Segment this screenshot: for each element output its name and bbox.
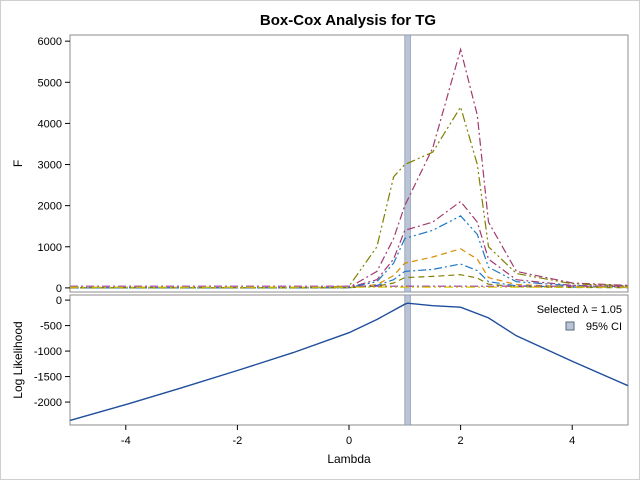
- f-statistic-panel: 0 1000 2000 3000 4000 5000 6000: [38, 34, 629, 295]
- f-series-line-5: [70, 248, 629, 289]
- x-tick-label: 2: [458, 435, 464, 447]
- top-y-tick-label: 6000: [38, 36, 62, 48]
- bottom-y-tick-label: -2000: [34, 397, 62, 409]
- f-series-line-1: [70, 47, 629, 289]
- chart-title: Box-Cox Analysis for TG: [260, 12, 436, 29]
- x-tick-label: 0: [346, 435, 352, 447]
- f-series-line-6: [70, 263, 629, 289]
- bottom-y-tick-label: 0: [56, 295, 62, 307]
- top-panel-frame: [69, 34, 629, 293]
- log-likelihood-line: [69, 302, 629, 422]
- log-likelihood-panel: 0 -500 -1000 -1500 -2000 -4 -2 0 2 4: [34, 294, 629, 447]
- bottom-y-tick-label: -1000: [34, 346, 62, 358]
- ci-swatch-icon: [565, 321, 575, 331]
- legend-ci-label: 95% CI: [586, 321, 622, 333]
- top-y-tick-label: 1000: [38, 242, 62, 254]
- bottom-y-tick-label: -500: [40, 321, 62, 333]
- legend: Selected λ = 1.05 95% CI: [537, 304, 622, 333]
- x-tick-label: 4: [569, 435, 575, 447]
- x-tick-label: -4: [121, 435, 131, 447]
- top-y-axis-label: F: [11, 160, 25, 167]
- x-axis-label: Lambda: [327, 452, 371, 466]
- top-y-tick-label: 2000: [38, 201, 62, 213]
- top-y-tick-label: 4000: [38, 118, 62, 130]
- bottom-y-tick-label: -1500: [34, 372, 62, 384]
- ci-band-bottom: [404, 294, 411, 426]
- top-y-tick-label: 0: [56, 283, 62, 295]
- f-series-line-7: [70, 274, 629, 289]
- bottom-y-axis-label: Log Likelihood: [11, 321, 25, 398]
- f-series-line-2: [70, 105, 629, 289]
- top-y-tick-label: 3000: [38, 160, 62, 172]
- legend-selected-lambda: Selected λ = 1.05: [537, 304, 622, 316]
- f-series-line-3: [70, 200, 629, 289]
- top-y-tick-label: 5000: [38, 77, 62, 89]
- x-tick-label: -2: [233, 435, 243, 447]
- f-series-line-4: [70, 215, 629, 289]
